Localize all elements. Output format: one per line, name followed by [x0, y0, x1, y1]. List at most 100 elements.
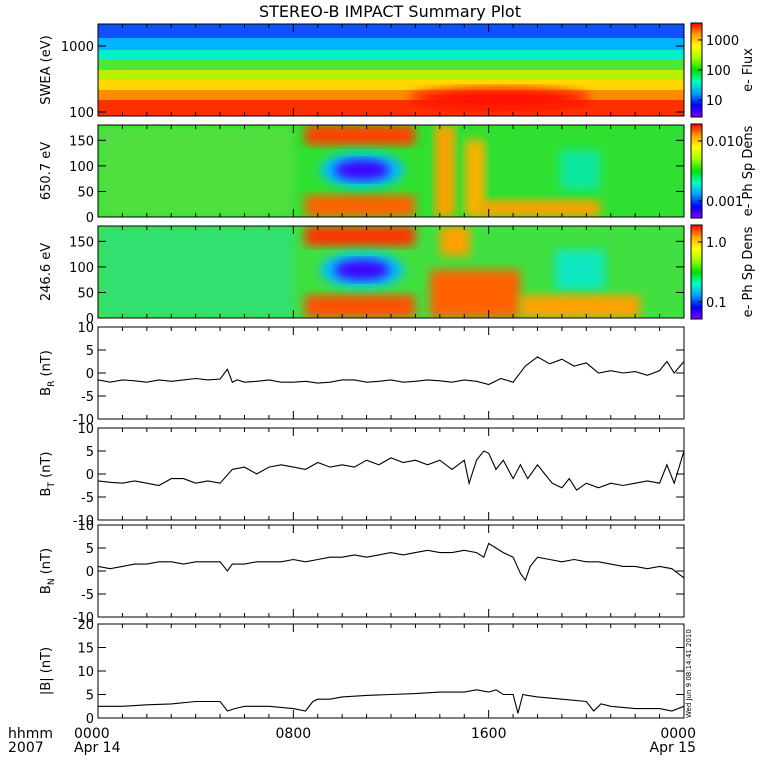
colorbar-label: e- Ph Sp Dens	[741, 226, 756, 317]
figure-title: STEREO-B IMPACT Summary Plot	[259, 2, 521, 21]
pad246-mid-band-2	[440, 226, 470, 256]
y-axis-label: 650.7 eV	[39, 142, 54, 200]
y-tick-label: 0	[86, 367, 94, 382]
series-line-3	[98, 356, 684, 386]
series-line-4	[98, 450, 684, 491]
x-tick-date: Apr 15	[650, 740, 696, 756]
pad-650-panel	[98, 125, 684, 217]
y-tick-label: 5	[86, 445, 94, 460]
swea-band-6	[98, 80, 684, 90]
swea-band-4	[98, 60, 684, 70]
y-tick-label: -5	[81, 390, 94, 405]
y-axis-label: 246.6 eV	[39, 243, 54, 301]
panel-frame-4	[97, 427, 685, 521]
pad650-left-region	[98, 125, 294, 217]
series-line-5	[98, 542, 684, 582]
y-tick-label: 10	[77, 321, 94, 336]
y-tick-label: 0	[86, 211, 94, 226]
pad-246-panel	[98, 226, 684, 318]
colorbar-tick-label: 10	[706, 94, 723, 109]
pad246-bottom-strip	[520, 295, 640, 318]
pad650-top-hot	[305, 125, 415, 145]
y-axis-label: |B| (nT)	[39, 647, 54, 695]
colorbar-label: e- Ph Sp Dens	[741, 125, 756, 216]
pad246-top-hot	[305, 226, 415, 246]
line-series	[98, 356, 684, 714]
colorbar-tick-label: 1000	[706, 34, 739, 49]
pad246-left-region	[98, 226, 294, 318]
x-tick-label: 0800	[276, 726, 312, 742]
x-tick-label: 0000	[74, 726, 110, 742]
colorbar-tick-label: 0.010	[706, 135, 743, 150]
panel-frame-6	[97, 623, 685, 719]
swea-band-5	[98, 70, 684, 80]
y-axis-label-main: B	[39, 488, 54, 497]
y-axis-label-unit: (nT)	[39, 350, 54, 380]
y-axis-label-sub: T	[47, 482, 57, 489]
y-tick-label: 15	[77, 642, 94, 657]
swea-band-2	[98, 38, 684, 50]
colorbar-2	[690, 224, 703, 320]
y-axis-label-unit: (nT)	[39, 548, 54, 578]
y-tick-label: 150	[69, 235, 94, 250]
pad650-mid-band-2	[465, 140, 485, 217]
pad650-bottom-hot	[305, 195, 415, 217]
pad650-mid-band-1	[435, 125, 455, 217]
swea-hot-region	[410, 88, 590, 108]
y-tick-label: -5	[81, 588, 94, 603]
y-tick-label: 100	[69, 160, 94, 175]
panel-frame-5	[97, 524, 685, 618]
x-axis-label-line1: hhmm	[8, 726, 53, 742]
pad246-bottom-hot	[305, 295, 415, 318]
colorbar-tick-label: 0.1	[706, 296, 727, 311]
pad246-right-patch	[555, 250, 605, 290]
colorbar-tick-label: 1.0	[706, 236, 727, 251]
x-axis-label-line2: 2007	[8, 740, 44, 756]
series-line-6	[98, 689, 684, 714]
swea-band-3	[98, 50, 684, 60]
swea-spectrogram-panel	[98, 24, 684, 116]
y-tick-label: 50	[77, 185, 94, 200]
y-tick-label: 0	[86, 468, 94, 483]
y-tick-label: -5	[81, 491, 94, 506]
y-axis-label-sub: N	[47, 578, 57, 585]
y-tick-label: 1000	[61, 40, 94, 55]
y-tick-label: 100	[69, 261, 94, 276]
colorbar-tick-label: 100	[706, 64, 731, 79]
y-tick-label: 0	[86, 565, 94, 580]
y-tick-label: 50	[77, 286, 94, 301]
y-tick-label: 5	[86, 689, 94, 704]
pad650-core	[334, 160, 390, 180]
pad246-mid-band-1	[430, 270, 520, 318]
y-tick-label: -10	[73, 611, 94, 626]
y-tick-label: 150	[69, 134, 94, 149]
swea-band-7	[98, 90, 684, 100]
y-axis-label-main: B	[39, 585, 54, 594]
y-tick-label: 0	[86, 312, 94, 327]
y-tick-label: 5	[86, 344, 94, 359]
y-tick-label: 10	[77, 422, 94, 437]
colorbar-label: e- Flux	[741, 48, 756, 92]
colorbar-1	[690, 123, 703, 219]
y-tick-label: -10	[73, 514, 94, 529]
y-axis-label: BR (nT)	[39, 350, 57, 396]
y-axis-label-main: B	[39, 387, 54, 396]
y-axis-label-unit: (nT)	[39, 452, 54, 482]
pad246-core	[334, 260, 390, 280]
y-tick-label: -10	[73, 413, 94, 428]
y-tick-label: 10	[77, 519, 94, 534]
y-axis-label: SWEA (eV)	[39, 35, 54, 104]
y-tick-label: 100	[69, 106, 94, 121]
timestamp-stamp: Wed Jun 9 08:14:41 2010	[685, 629, 693, 718]
panel-frame-3	[97, 326, 685, 420]
pad650-bottom-strip	[480, 200, 600, 217]
y-tick-label: 5	[86, 542, 94, 557]
x-tick-label: 1600	[471, 726, 507, 742]
y-axis-label: BT (nT)	[39, 452, 57, 497]
y-axis-label-sub: R	[47, 381, 57, 387]
y-tick-label: 20	[77, 618, 94, 633]
